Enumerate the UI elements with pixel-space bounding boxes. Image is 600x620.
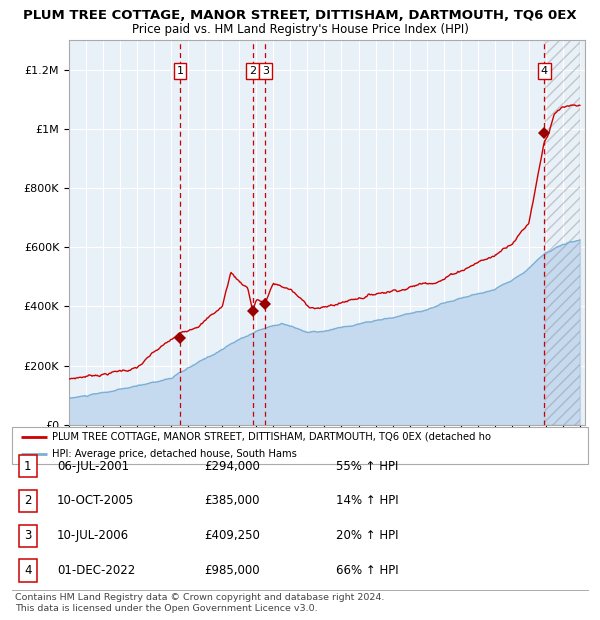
Text: £385,000: £385,000 (204, 495, 260, 507)
FancyBboxPatch shape (19, 490, 37, 512)
Text: This data is licensed under the Open Government Licence v3.0.: This data is licensed under the Open Gov… (15, 604, 317, 613)
Text: 1: 1 (24, 460, 32, 472)
Text: £985,000: £985,000 (204, 564, 260, 577)
Text: 4: 4 (541, 66, 548, 76)
Text: 20% ↑ HPI: 20% ↑ HPI (336, 529, 398, 542)
Text: PLUM TREE COTTAGE, MANOR STREET, DITTISHAM, DARTMOUTH, TQ6 0EX: PLUM TREE COTTAGE, MANOR STREET, DITTISH… (23, 9, 577, 22)
Text: 1: 1 (176, 66, 184, 76)
Text: 55% ↑ HPI: 55% ↑ HPI (336, 460, 398, 472)
Text: HPI: Average price, detached house, South Hams: HPI: Average price, detached house, Sout… (52, 450, 297, 459)
FancyBboxPatch shape (19, 525, 37, 547)
Text: 3: 3 (24, 529, 32, 542)
Text: £409,250: £409,250 (204, 529, 260, 542)
FancyBboxPatch shape (19, 559, 37, 582)
Text: 10-OCT-2005: 10-OCT-2005 (57, 495, 134, 507)
Text: 2: 2 (24, 495, 32, 507)
FancyBboxPatch shape (19, 455, 37, 477)
Text: 10-JUL-2006: 10-JUL-2006 (57, 529, 129, 542)
Text: PLUM TREE COTTAGE, MANOR STREET, DITTISHAM, DARTMOUTH, TQ6 0EX (detached ho: PLUM TREE COTTAGE, MANOR STREET, DITTISH… (52, 432, 491, 441)
Text: 2: 2 (249, 66, 256, 76)
Text: 4: 4 (24, 564, 32, 577)
FancyBboxPatch shape (12, 427, 588, 464)
Text: 3: 3 (262, 66, 269, 76)
Text: 06-JUL-2001: 06-JUL-2001 (57, 460, 129, 472)
Text: £294,000: £294,000 (204, 460, 260, 472)
Text: Contains HM Land Registry data © Crown copyright and database right 2024.: Contains HM Land Registry data © Crown c… (15, 593, 385, 603)
Text: 01-DEC-2022: 01-DEC-2022 (57, 564, 135, 577)
Text: 66% ↑ HPI: 66% ↑ HPI (336, 564, 398, 577)
Text: 14% ↑ HPI: 14% ↑ HPI (336, 495, 398, 507)
Text: Price paid vs. HM Land Registry's House Price Index (HPI): Price paid vs. HM Land Registry's House … (131, 23, 469, 36)
